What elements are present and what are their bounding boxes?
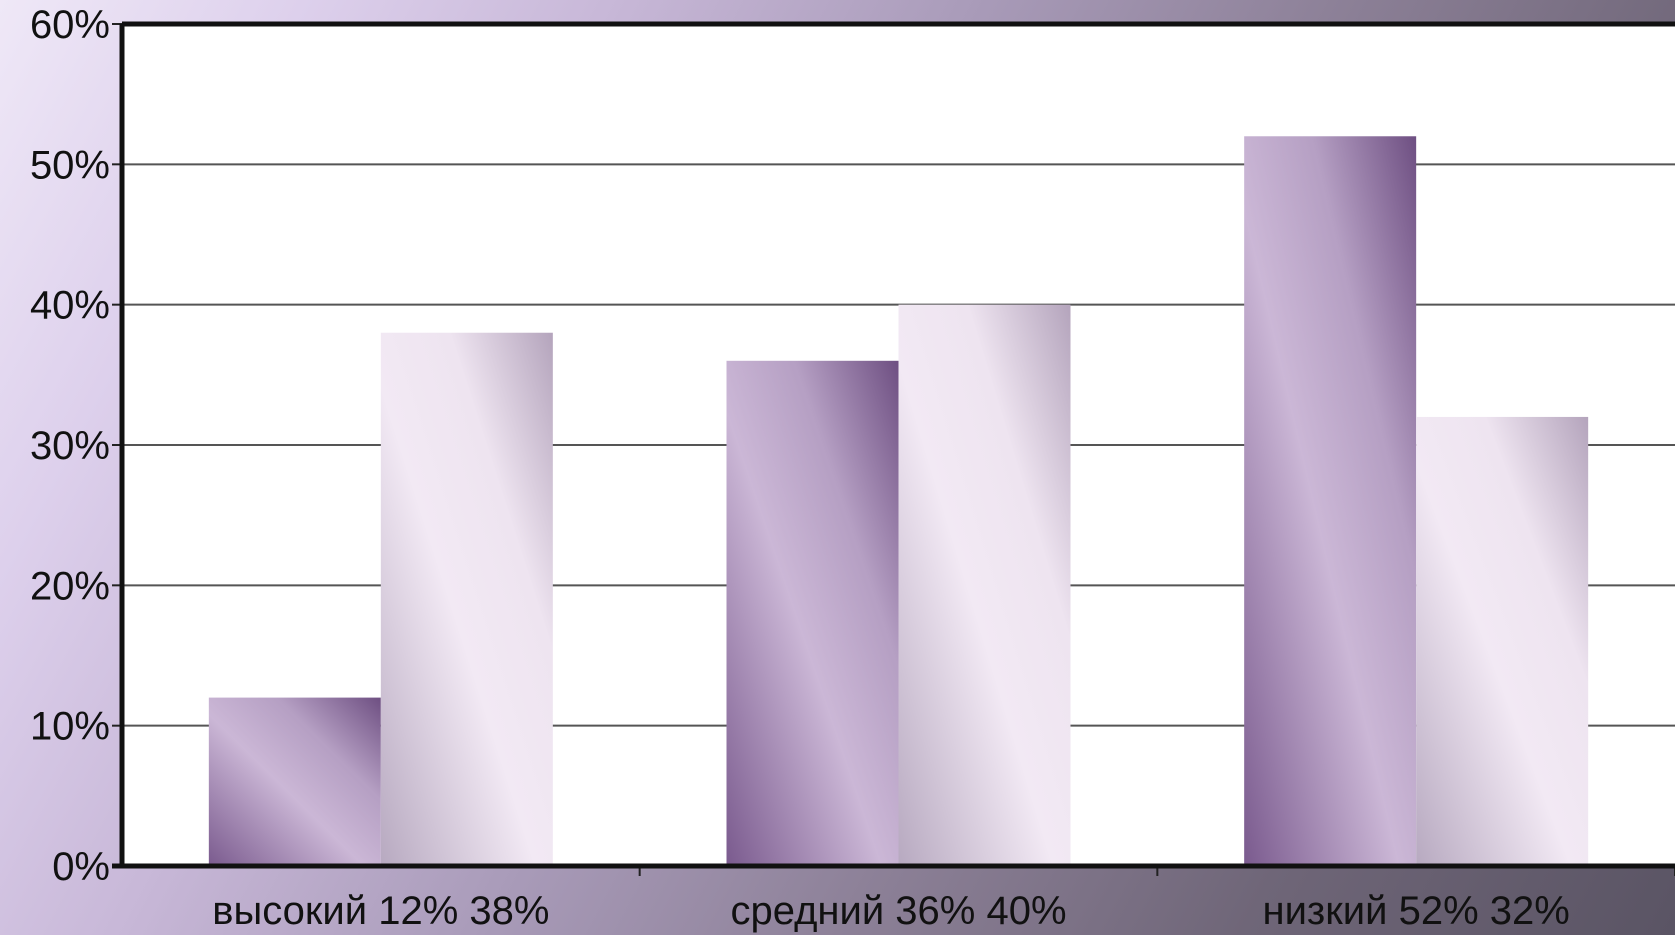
- bars: [208, 136, 1589, 867]
- x-category-label: низкий 52% 32%: [1263, 889, 1570, 933]
- y-tick-label: 60%: [30, 3, 110, 47]
- y-tick-label: 30%: [30, 424, 110, 468]
- bar-2-2: [898, 304, 1071, 867]
- x-category-label: средний 36% 40%: [730, 889, 1066, 933]
- bar-1-1: [208, 697, 381, 866]
- y-tick-label: 40%: [30, 284, 110, 328]
- bar-2-3: [1416, 416, 1589, 866]
- bar-2-1: [380, 332, 553, 866]
- bar-1-2: [726, 360, 899, 866]
- y-tick-label: 10%: [30, 705, 110, 749]
- axis-labels: 0% 10% 20% 30% 40% 50% 60% высокий 12% 38% средн…: [30, 3, 1570, 933]
- axes: [112, 21, 1675, 876]
- x-category-label: высокий 12% 38%: [212, 889, 549, 933]
- y-tick-label: 20%: [30, 564, 110, 608]
- y-tick-label: 0%: [52, 845, 110, 889]
- bar-1-3: [1244, 136, 1417, 866]
- y-tick-label: 50%: [30, 143, 110, 187]
